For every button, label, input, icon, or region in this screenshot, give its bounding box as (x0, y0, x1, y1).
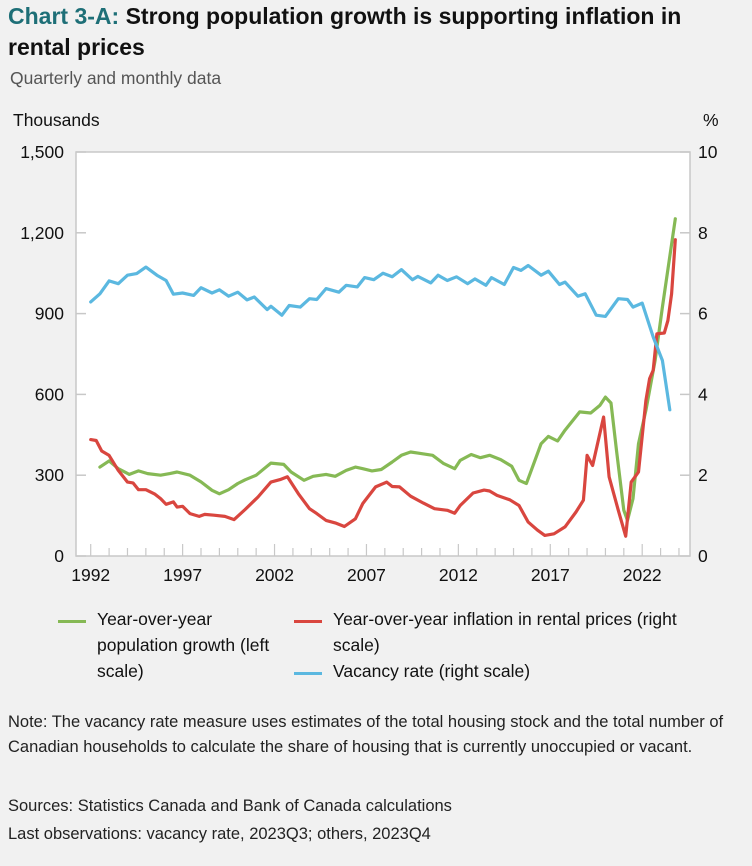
series-rent-inflation (89, 238, 677, 538)
right-axis-tick-label: 2 (698, 465, 708, 485)
right-axis-tick-label: 10 (698, 142, 718, 162)
chart-title-text: Strong population growth is supporting i… (8, 3, 682, 60)
left-axis-tick-label: 900 (35, 304, 64, 324)
right-axis-tick-label: 0 (698, 546, 708, 566)
right-axis-tick-label: 8 (698, 223, 708, 243)
x-axis-tick-label: 2012 (439, 565, 478, 585)
left-axis-tick-label: 1,500 (20, 142, 64, 162)
left-axis-tick-label: 600 (35, 384, 64, 404)
x-axis-tick-label: 2002 (255, 565, 294, 585)
chart-note: Note: The vacancy rate measure uses esti… (8, 713, 724, 756)
legend-label-rent-inflation: Year-over-year inflation in rental price… (333, 609, 677, 655)
chart-last-observations: Last observations: vacancy rate, 2023Q3;… (8, 825, 431, 843)
left-axis-tick-label: 1,200 (20, 223, 64, 243)
x-axis-tick-label: 2007 (347, 565, 386, 585)
legend-label-vacancy: Vacancy rate (right scale) (333, 661, 531, 681)
plot-area (75, 151, 691, 557)
legend-swatch-population (58, 620, 86, 623)
series-vacancy-rate (89, 263, 672, 412)
series-population-growth (98, 217, 677, 522)
legend-label-population: Year-over-year population growth (left s… (97, 609, 270, 681)
left-axis-unit: Thousands (13, 110, 100, 130)
chart-title: Chart 3-A: Strong population growth is s… (8, 1, 748, 63)
x-axis-tick-label: 2022 (623, 565, 662, 585)
chart-number: Chart 3-A: (8, 3, 120, 29)
right-axis-tick-label: 4 (698, 384, 708, 404)
x-axis-tick-label: 2017 (531, 565, 570, 585)
left-axis-tick-label: 0 (54, 546, 64, 566)
x-axis-tick-label: 1997 (163, 565, 202, 585)
right-axis-tick-label: 6 (698, 304, 708, 324)
right-axis-unit: % (703, 110, 719, 130)
legend-swatch-vacancy (294, 672, 322, 675)
chart-sources: Sources: Statistics Canada and Bank of C… (8, 797, 452, 815)
legend-swatch-rent-inflation (294, 620, 322, 623)
x-axis-tick-label: 1992 (71, 565, 110, 585)
chart-subtitle: Quarterly and monthly data (10, 68, 222, 88)
chart-canvas: 0 300 600 900 1,200 1,500 0 2 4 6 8 10 1992 1997 2002 2… (20, 142, 718, 585)
left-axis-tick-label: 300 (35, 465, 64, 485)
